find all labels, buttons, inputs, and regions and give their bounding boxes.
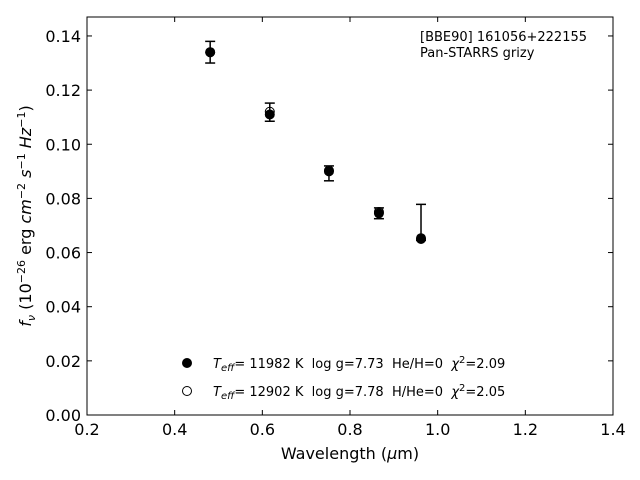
y-tick-label: 0.04 xyxy=(45,298,81,317)
data-markers xyxy=(205,47,427,245)
y-tick-label: 0.10 xyxy=(45,135,81,154)
x-tick-label: 0.2 xyxy=(74,420,99,439)
legend-entry-1: Teff= 11982 K log g=7.73 He/H=0 χ2=2.09 xyxy=(213,355,505,374)
plot-area xyxy=(86,16,614,416)
legend-entry-2: Teff= 12902 K log g=7.78 H/He=0 χ2=2.05 xyxy=(213,383,505,402)
x-tick-label: 0.8 xyxy=(337,420,362,439)
model-point-filled xyxy=(323,166,334,177)
y-tick-label: 0.14 xyxy=(45,27,81,46)
x-tick-label: 1.2 xyxy=(513,420,538,439)
y-axis-ticks: 0.00 0.02 0.04 0.06 0.08 0.10 0.12 0.14 xyxy=(45,27,613,425)
legend: Teff= 11982 K log g=7.73 He/H=0 χ2=2.09 … xyxy=(182,355,505,402)
model-point-filled xyxy=(205,47,216,58)
y-tick-label: 0.12 xyxy=(45,81,81,100)
model-point-filled xyxy=(373,208,384,219)
chart-title-line-1: [BBE90] 161056+222155 xyxy=(420,30,587,45)
legend-marker-open xyxy=(182,386,192,396)
y-tick-label: 0.06 xyxy=(45,244,81,263)
x-tick-label: 1.4 xyxy=(600,420,625,439)
y-tick-label: 0.00 xyxy=(45,406,81,425)
x-axis-label: Wavelength (μm) xyxy=(281,444,419,463)
x-tick-label: 0.6 xyxy=(250,420,275,439)
model-point-filled xyxy=(264,109,275,120)
x-tick-label: 0.4 xyxy=(162,420,187,439)
y-axis-label: fν (10−26 erg cm−2 s−1 Hz−1) xyxy=(15,105,38,326)
y-tick-label: 0.08 xyxy=(45,189,81,208)
x-tick-label: 1.0 xyxy=(425,420,450,439)
y-tick-label: 0.02 xyxy=(45,352,81,371)
chart-title-line-2: Pan-STARRS grizy xyxy=(420,46,535,61)
model-point-filled xyxy=(416,234,427,245)
legend-marker-filled xyxy=(182,358,192,368)
x-axis-ticks: 0.2 0.4 0.6 0.8 1.0 1.2 1.4 xyxy=(74,17,626,439)
